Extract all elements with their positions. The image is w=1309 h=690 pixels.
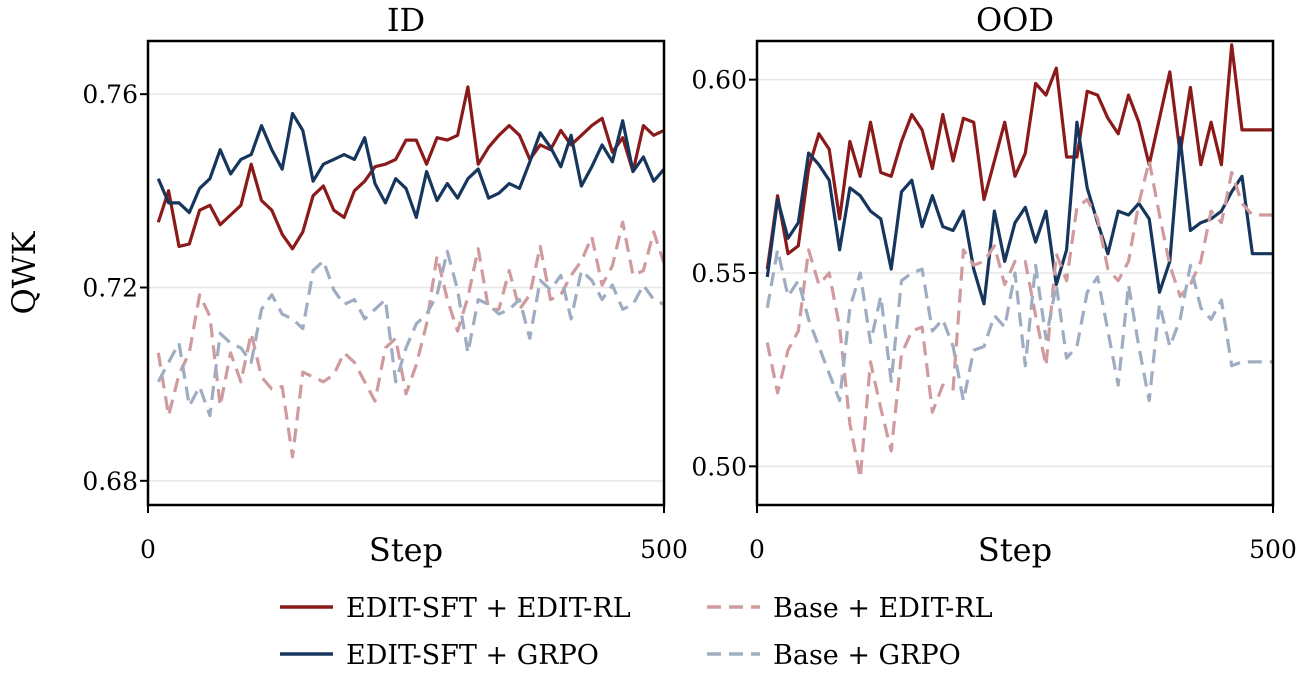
id-x-axis-label: Step (369, 531, 443, 569)
ood-y-tick-label-2: 0.60 (691, 66, 747, 95)
id-series-edit-sft-edit-rl (156, 85, 664, 251)
ood-x-tick-label-1: 500 (1249, 535, 1297, 564)
ood-y-tick-label-1: 0.55 (691, 259, 747, 288)
id-series-group (156, 85, 664, 459)
ood-y-tick-label-0: 0.50 (691, 452, 747, 481)
ood-series-edit-sft-grpo (765, 120, 1273, 306)
ood-panel: 0.50 0.55 0.60 0 500 OOD Step (691, 1, 1297, 569)
id-axes-frame (146, 39, 666, 507)
legend: EDIT-SFT + EDIT-RL Base + EDIT-RL EDIT-SFT… (280, 593, 993, 671)
ood-series-edit-sft-edit-rl (765, 43, 1273, 270)
id-panel-title: ID (387, 1, 425, 39)
id-y-tick-label-1: 0.72 (82, 274, 138, 303)
ood-panel-title: OOD (976, 1, 1054, 39)
id-panel: 0.68 0.72 0.76 0 500 ID Step QWK (5, 1, 688, 569)
id-y-tick-label-0: 0.68 (82, 467, 138, 496)
ood-x-axis-label: Step (978, 531, 1052, 569)
id-series-edit-sft-grpo (156, 111, 664, 219)
ood-x-tick-label-0: 0 (749, 535, 765, 564)
id-y-tick-label-2: 0.76 (82, 80, 138, 109)
id-x-tick-label-1: 500 (640, 535, 688, 564)
legend-label-base-edit-rl: Base + EDIT-RL (773, 593, 993, 624)
id-series-base-grpo (156, 249, 664, 418)
id-y-axis-label: QWK (5, 230, 43, 314)
legend-label-edit-sft-edit-rl: EDIT-SFT + EDIT-RL (346, 593, 631, 624)
legend-label-edit-sft-grpo: EDIT-SFT + GRPO (346, 640, 599, 671)
id-series-base-edit-rl (156, 220, 664, 459)
id-x-tick-label-0: 0 (140, 535, 156, 564)
ood-series-base-grpo (765, 248, 1273, 403)
ood-series-group (765, 43, 1273, 480)
legend-label-base-grpo: Base + GRPO (773, 640, 961, 671)
